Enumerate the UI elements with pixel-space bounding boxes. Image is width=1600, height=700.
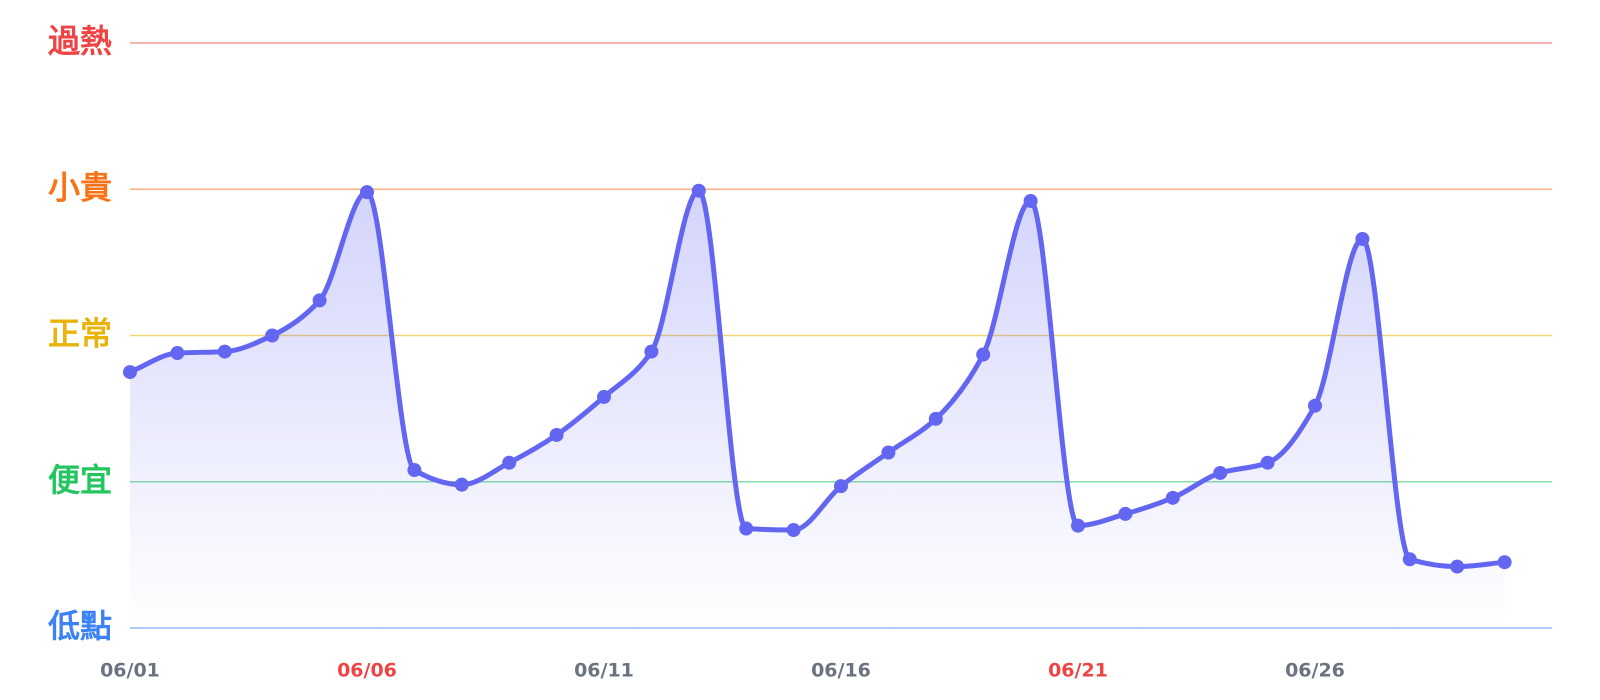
point [691,183,706,198]
point [976,347,991,362]
y-tick-label: 正常 [48,315,112,353]
point [1023,193,1038,208]
y-tick-label: 便宜 [48,461,112,499]
point [549,427,564,442]
point [217,344,232,359]
point [1402,552,1417,567]
point [1118,506,1133,521]
y-tick-label: 過熱 [48,22,112,60]
point [1071,518,1085,533]
point [1213,465,1228,480]
point [360,185,374,200]
point [265,328,280,343]
point [170,346,185,361]
line [129,188,1505,570]
x-tick-label: 06/26 [1285,660,1345,682]
point [881,445,896,460]
point [1308,398,1322,413]
point [644,344,659,359]
point [739,521,754,536]
point [834,479,848,494]
point [312,293,327,308]
x-tick-label: 06/21 [1048,660,1108,682]
point [786,523,801,538]
point [1260,455,1275,470]
point [1450,559,1465,574]
point [502,455,517,470]
y-tick-label: 低點 [48,607,112,645]
area [130,190,1505,628]
point [928,411,943,426]
x-tick-label: 06/16 [811,660,871,682]
x-tick-label: 06/11 [574,660,634,682]
y-tick-label: 小貴 [48,168,112,206]
point [1355,231,1370,246]
point [123,365,137,380]
point [407,463,422,478]
point [1497,555,1512,570]
x-tick-label: 06/01 [100,660,160,682]
point [454,477,469,492]
point [1165,490,1180,505]
point [597,389,611,404]
x-tick-label: 06/06 [337,660,397,682]
